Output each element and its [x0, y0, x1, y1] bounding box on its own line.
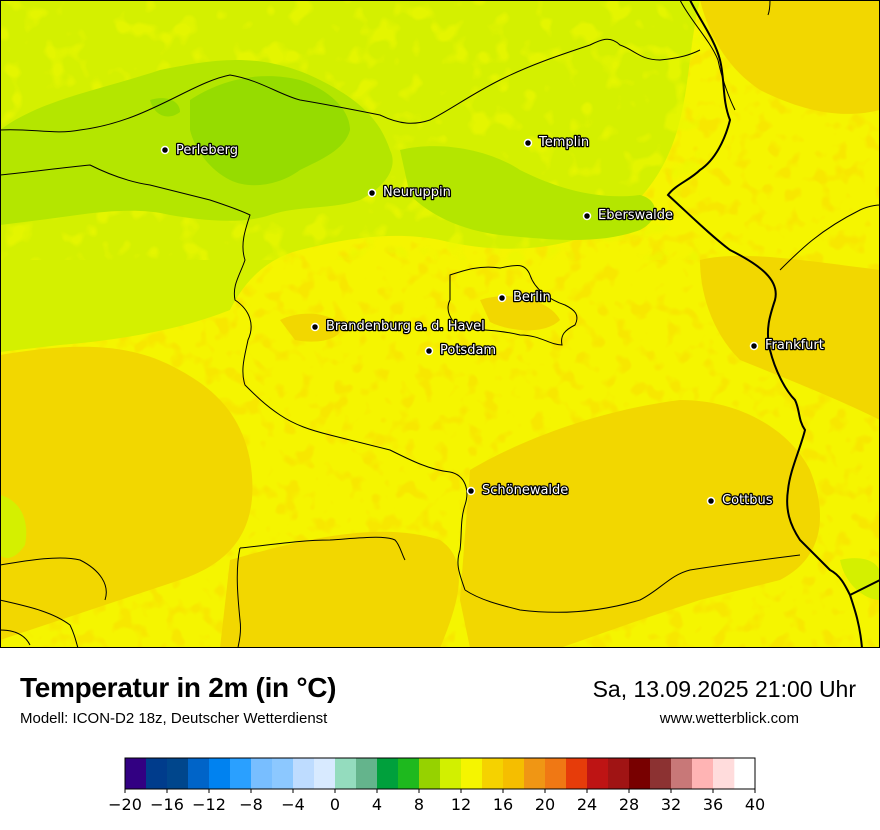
scale-tick-label: 12 — [451, 795, 471, 814]
coolest-areas — [150, 76, 350, 186]
scale-tick-label: −8 — [239, 795, 263, 814]
city-dot-templin — [523, 138, 533, 148]
color-swatch — [524, 758, 546, 789]
color-swatch — [482, 758, 504, 789]
city-labels: Perleberg Templin Neuruppin Eberswalde B… — [175, 134, 825, 510]
city-markers — [160, 138, 759, 506]
scale-tick-label: 16 — [493, 795, 513, 814]
color-swatch — [545, 758, 567, 789]
scale-tick-label: 0 — [330, 795, 340, 814]
map-title: Temperatur in 2m (in °C) — [20, 672, 337, 703]
color-scale-swatches — [125, 758, 735, 789]
scale-tick-label: 24 — [577, 795, 597, 814]
scale-tick-label: 28 — [619, 795, 639, 814]
city-dot-perleberg — [160, 145, 170, 155]
color-swatch — [440, 758, 462, 789]
color-scale-frame — [124, 757, 756, 790]
city-label-cottbus: Cottbus — [722, 493, 773, 508]
scale-tick-label: 36 — [703, 795, 723, 814]
country-border — [666, 0, 880, 648]
color-swatch — [503, 758, 525, 789]
scale-tick-label: 4 — [372, 795, 382, 814]
color-swatch — [251, 758, 273, 789]
scale-tick-label: 32 — [661, 795, 681, 814]
city-label-potsdam: Potsdam — [440, 343, 496, 358]
city-dot-cottbus — [706, 496, 716, 506]
color-swatch — [188, 758, 210, 789]
city-dot-brandenburg — [310, 322, 320, 332]
color-swatch — [209, 758, 231, 789]
city-dot-potsdam — [424, 346, 434, 356]
color-swatch — [608, 758, 630, 789]
color-swatch — [398, 758, 420, 789]
color-swatch — [272, 758, 294, 789]
forecast-datetime: Sa, 13.09.2025 21:00 Uhr — [592, 676, 856, 702]
scale-tick-label: −4 — [281, 795, 305, 814]
temperature-map[interactable]: Perleberg Templin Neuruppin Eberswalde B… — [0, 0, 880, 648]
color-swatch — [713, 758, 735, 789]
color-swatch — [629, 758, 651, 789]
color-swatch — [146, 758, 168, 789]
color-swatch — [314, 758, 336, 789]
color-scale-ticks: −20 −16 −12 −8 −4 0 4 8 12 16 20 24 28 32 36 40 — [108, 789, 765, 814]
scale-tick-label: −16 — [150, 795, 184, 814]
website-link[interactable]: www.wetterblick.com — [659, 710, 799, 727]
city-label-templin: Templin — [538, 135, 589, 150]
model-source: Modell: ICON-D2 18z, Deutscher Wetterdie… — [20, 710, 328, 727]
city-label-berlin: Berlin — [513, 290, 551, 305]
city-label-eberswalde: Eberswalde — [598, 208, 673, 223]
city-label-neuruppin: Neuruppin — [383, 185, 451, 200]
scale-tick-label: 40 — [745, 795, 765, 814]
color-scale-legend: −20 −16 −12 −8 −4 0 4 8 12 16 20 24 28 32 36 40 — [108, 757, 765, 814]
state-borders — [0, 0, 880, 648]
color-swatch — [167, 758, 189, 789]
city-dot-frankfurt — [749, 341, 759, 351]
color-swatch — [230, 758, 252, 789]
color-swatch — [671, 758, 693, 789]
city-label-schoenewalde: Schönewalde — [482, 483, 568, 498]
scale-tick-label: 20 — [535, 795, 555, 814]
color-swatch — [587, 758, 609, 789]
scale-tick-label: 8 — [414, 795, 424, 814]
color-swatch — [293, 758, 315, 789]
color-swatch — [461, 758, 483, 789]
city-label-perleberg: Perleberg — [176, 143, 238, 158]
scale-tick-label: −12 — [192, 795, 226, 814]
city-dot-eberswalde — [582, 211, 592, 221]
color-swatch — [566, 758, 588, 789]
color-swatch — [419, 758, 441, 789]
color-swatch — [335, 758, 357, 789]
warm-areas — [0, 0, 880, 648]
color-swatch — [692, 758, 714, 789]
city-label-frankfurt: Frankfurt — [765, 338, 824, 353]
city-dot-berlin — [497, 293, 507, 303]
city-label-brandenburg: Brandenburg a. d. Havel — [326, 319, 485, 334]
color-swatch — [650, 758, 672, 789]
color-swatch — [356, 758, 378, 789]
color-swatch — [377, 758, 399, 789]
city-dot-schoenewalde — [466, 486, 476, 496]
scale-tick-label: −20 — [108, 795, 142, 814]
city-dot-neuruppin — [367, 188, 377, 198]
color-swatch — [125, 758, 147, 789]
